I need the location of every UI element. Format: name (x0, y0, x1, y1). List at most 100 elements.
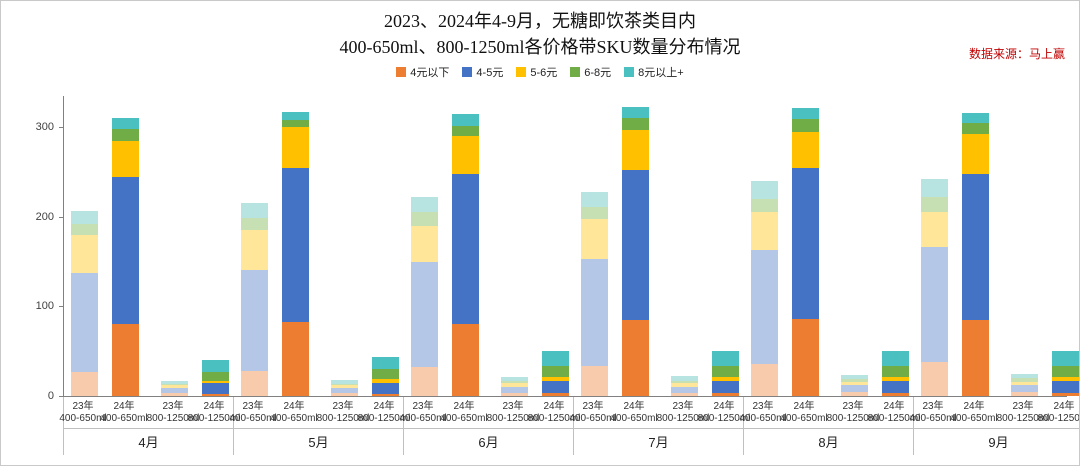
bar-group (915, 96, 1079, 396)
bar-label-year: 24年 (883, 401, 905, 412)
bar-segment (281, 120, 309, 128)
month-label: 8月 (744, 428, 913, 455)
axis-group: 23年 400-650ml 24年 400-650ml 23年 800-1250ml 24年… (569, 397, 751, 455)
bar-segment (881, 380, 909, 394)
bar-label-year: 24年 (713, 401, 735, 412)
stacked-bar (920, 179, 948, 396)
bar-label-year: 24年 (963, 401, 985, 412)
bar-segment (580, 191, 608, 208)
bar-slot (616, 106, 654, 396)
bar-segment (881, 365, 909, 378)
bar-label-year: 23年 (332, 401, 354, 412)
stacked-bar (201, 360, 229, 396)
bar-segment (410, 261, 438, 368)
bar-label-size: 800-1250ml (316, 413, 370, 424)
bar-segment (160, 380, 188, 384)
bar-segment (160, 387, 188, 394)
bar-slot (1046, 351, 1079, 396)
bar-segment (711, 380, 739, 394)
chart-title-line1: 2023、2024年4-9月，无糖即饮茶类目内 (384, 11, 696, 31)
axis-group: 23年 400-650ml 24年 400-650ml 23年 800-1250ml 24年… (909, 397, 1079, 455)
bar-segment (670, 376, 698, 381)
bar-slot (745, 181, 783, 396)
y-tick-mark (59, 127, 64, 129)
bar-group (235, 96, 405, 396)
bar-segment (920, 361, 948, 396)
bar-label: 24年 400-650ml (270, 401, 317, 425)
bar-segment (451, 125, 479, 137)
bar-slot (65, 210, 103, 396)
stacked-bar (240, 202, 268, 396)
stacked-bar (840, 374, 868, 396)
bar-segment (1010, 378, 1038, 382)
chart-title-line2: 400-650ml、800-1250ml各价格带SKU数量分布情况 (339, 37, 741, 57)
bar-label-year: 23年 (162, 401, 184, 412)
bar-segment (1010, 392, 1038, 396)
bar-segment (500, 393, 528, 396)
bars-row (65, 96, 234, 396)
bar-segment (240, 217, 268, 231)
bar-segment (330, 393, 358, 396)
legend-swatch (396, 67, 407, 77)
bar-segment (410, 225, 438, 262)
bar-segment (371, 356, 399, 370)
bar-label-year: 24年 (543, 401, 565, 412)
bar-slot (575, 191, 613, 396)
bar-slot (835, 374, 873, 396)
legend-swatch (624, 67, 635, 77)
bar-segment (1010, 373, 1038, 379)
bar-segment (371, 382, 399, 395)
bar-segment (840, 392, 868, 396)
legend-item: 6-8元 (570, 64, 611, 80)
bar-groups (64, 96, 1079, 396)
legend-swatch (570, 67, 581, 77)
bar-segment (70, 210, 98, 225)
bar-label: 23年 800-1250ml (657, 401, 710, 425)
bar-segment (1051, 365, 1079, 378)
bar-slot (495, 377, 533, 396)
bar-segment (791, 107, 819, 120)
bar-segment (371, 394, 399, 396)
bar-segment (240, 202, 268, 218)
bar-segment (70, 273, 98, 372)
bar-segment (750, 181, 778, 200)
y-tick-mark (59, 216, 64, 218)
bar-segment (920, 179, 948, 198)
bar-segment (541, 365, 569, 378)
legend-label: 5-6元 (530, 67, 558, 79)
bar-label: 23年 400-650ml (739, 401, 786, 425)
bar-segment (961, 113, 989, 123)
y-tick-label: 0 (47, 390, 54, 402)
bar-segment (580, 366, 608, 396)
bar-segment (70, 224, 98, 235)
bar-segment (670, 383, 698, 388)
bar-segment (201, 394, 229, 396)
bar-segment (1051, 351, 1079, 366)
bar-slot (536, 351, 574, 396)
bar-labels-row: 23年 400-650ml 24年 400-650ml 23年 800-1250ml 24年… (229, 397, 411, 428)
bar-label-size: 400-650ml (950, 413, 998, 424)
bar-segment (500, 377, 528, 381)
bar-segment (201, 360, 229, 372)
bar-segment (711, 365, 739, 378)
bar-segment (541, 351, 569, 366)
bar-label-year: 23年 (502, 401, 524, 412)
axis-group: 23年 400-650ml 24年 400-650ml 23年 800-1250ml 24年… (229, 397, 411, 455)
bar-segment (711, 393, 739, 396)
bars-row (575, 96, 744, 396)
bar-segment (330, 383, 358, 386)
legend-label: 6-8元 (584, 67, 612, 79)
bar-label-year: 24年 (1053, 401, 1075, 412)
bars-row (915, 96, 1079, 396)
stacked-bar (621, 106, 649, 396)
bar-label: 24年 400-650ml (610, 401, 657, 425)
bar-segment (711, 351, 739, 366)
bar-slot (196, 360, 234, 396)
bar-label-year: 23年 (72, 401, 94, 412)
bar-segment (281, 112, 309, 121)
bar-label-year: 23年 (1012, 401, 1034, 412)
